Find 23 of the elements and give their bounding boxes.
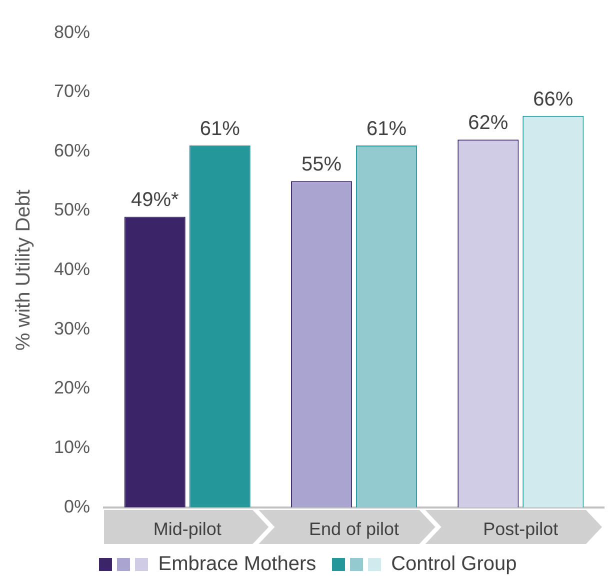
y-tick-label: 10%	[54, 437, 90, 458]
y-tick-label: 60%	[54, 140, 90, 160]
bar	[124, 216, 186, 508]
y-tick-label: 0%	[64, 496, 90, 516]
y-tick-label: 40%	[54, 259, 90, 280]
y-axis-title: % with Utility Debt	[12, 189, 35, 351]
bar	[189, 146, 250, 508]
x-tick-label: End of pilot	[308, 519, 400, 540]
data-label: 66%	[533, 88, 574, 110]
legend-label: Embrace Mothers	[158, 553, 316, 576]
data-label: 61%	[200, 118, 240, 140]
y-tick-label: 20%	[54, 378, 90, 398]
data-label: 49%*	[130, 189, 179, 212]
y-tick-label: 80%	[54, 22, 90, 42]
x-tick-label: Mid-pilot	[153, 519, 222, 540]
data-label: 55%	[302, 154, 342, 176]
y-tick-label: 50%	[54, 200, 90, 220]
y-tick-label: 30%	[54, 318, 90, 338]
data-label: 62%	[468, 112, 508, 134]
y-tick-label: 70%	[54, 81, 90, 102]
x-tick-label: Post-pilot	[483, 519, 558, 540]
data-label: 61%	[366, 118, 407, 140]
legend-label: Control Group	[391, 553, 517, 576]
